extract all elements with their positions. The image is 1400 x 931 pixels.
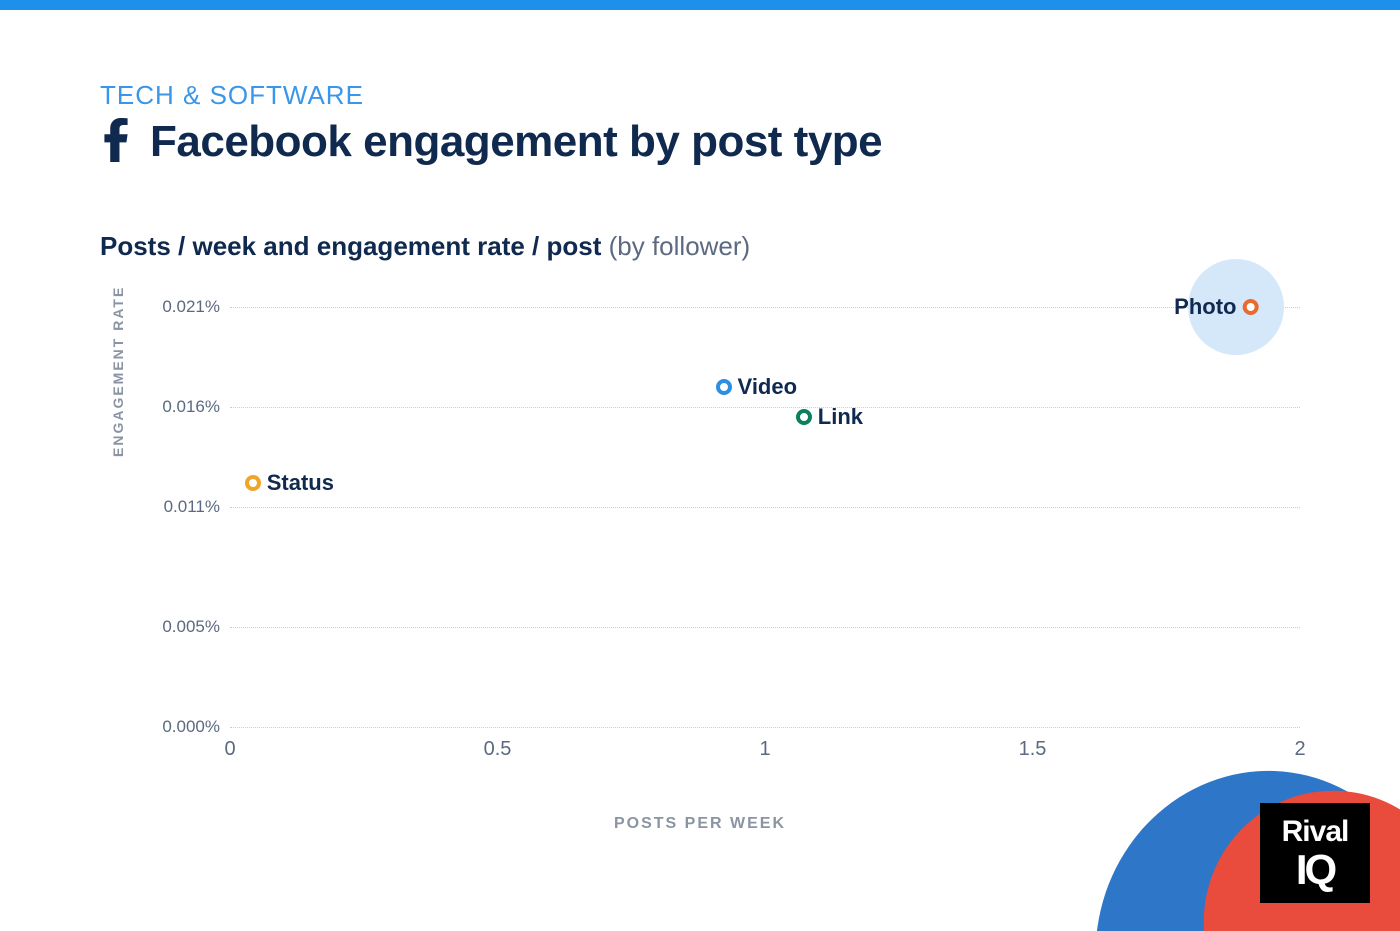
x-axis-label: POSTS PER WEEK <box>614 815 786 833</box>
gridline <box>230 627 1300 628</box>
top-accent-bar <box>0 0 1400 10</box>
scatter-chart: ENGAGEMENT RATE 0.000%0.005%0.011%0.016%… <box>100 307 1300 787</box>
point-label: Link <box>818 404 863 430</box>
x-tick-label: 0.5 <box>484 738 512 761</box>
x-tick-label: 2 <box>1294 738 1305 761</box>
y-axis-label: ENGAGEMENT RATE <box>110 286 126 457</box>
y-tick-label: 0.016% <box>140 397 220 417</box>
gridline <box>230 307 1300 308</box>
gridline <box>230 407 1300 408</box>
marker-icon <box>796 409 812 425</box>
page: TECH & SOFTWARE Facebook engagement by p… <box>0 10 1400 931</box>
y-tick-label: 0.021% <box>140 297 220 317</box>
brand-line1: Rival <box>1282 815 1349 849</box>
x-tick-label: 0 <box>224 738 235 761</box>
marker-icon <box>716 379 732 395</box>
point-label: Video <box>738 374 798 400</box>
y-tick-label: 0.011% <box>140 497 220 517</box>
page-title: Facebook engagement by post type <box>150 117 882 167</box>
gridline <box>230 507 1300 508</box>
data-point-photo: Photo <box>1174 294 1258 320</box>
marker-icon <box>1243 299 1259 315</box>
category-label: TECH & SOFTWARE <box>100 80 1300 111</box>
x-tick-label: 1.5 <box>1019 738 1047 761</box>
brand-line2: IQ <box>1296 849 1334 891</box>
point-label: Status <box>267 470 334 496</box>
point-label: Photo <box>1174 294 1236 320</box>
x-tick-label: 1 <box>759 738 770 761</box>
chart-subtitle: Posts / week and engagement rate / post … <box>100 231 1300 262</box>
facebook-icon <box>100 118 132 167</box>
data-point-status: Status <box>245 470 334 496</box>
data-point-video: Video <box>716 374 798 400</box>
y-tick-label: 0.000% <box>140 717 220 737</box>
title-row: Facebook engagement by post type <box>100 117 1300 167</box>
plot-area: 0.000%0.005%0.011%0.016%0.021%00.511.52S… <box>230 307 1300 727</box>
brand-logo: Rival IQ <box>1260 803 1370 903</box>
marker-icon <box>245 475 261 491</box>
y-tick-label: 0.005% <box>140 617 220 637</box>
gridline <box>230 727 1300 728</box>
subtitle-qualifier: (by follower) <box>609 231 751 261</box>
data-point-link: Link <box>796 404 863 430</box>
subtitle-main: Posts / week and engagement rate / post <box>100 231 601 261</box>
